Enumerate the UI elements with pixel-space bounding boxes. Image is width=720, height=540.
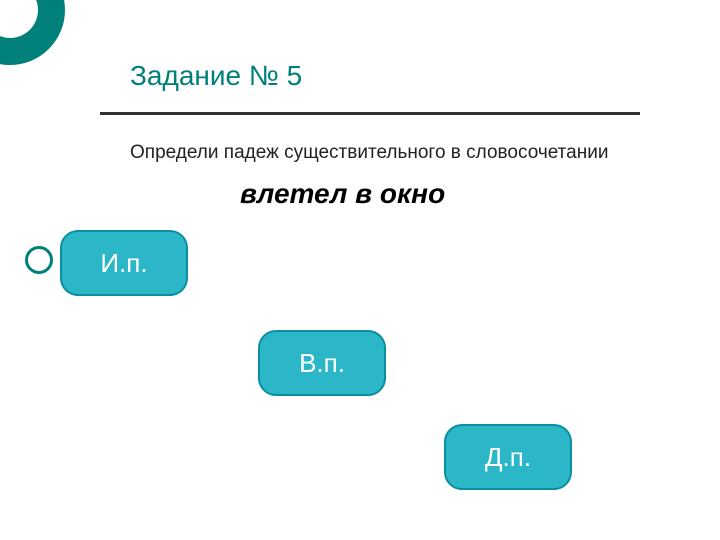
decor-small-circle <box>25 246 53 274</box>
option-label: В.п. <box>299 348 345 379</box>
page-title: Задание № 5 <box>130 60 302 92</box>
option-label: Д.п. <box>485 442 531 473</box>
option-label: И.п. <box>100 248 147 279</box>
phrase-text: влетел в окно <box>240 178 445 210</box>
option-button-2[interactable]: В.п. <box>258 330 386 396</box>
question-text: Определи падеж существительного в словос… <box>130 142 608 164</box>
title-underline <box>100 112 640 115</box>
option-button-3[interactable]: Д.п. <box>444 424 572 490</box>
option-button-1[interactable]: И.п. <box>60 230 188 296</box>
